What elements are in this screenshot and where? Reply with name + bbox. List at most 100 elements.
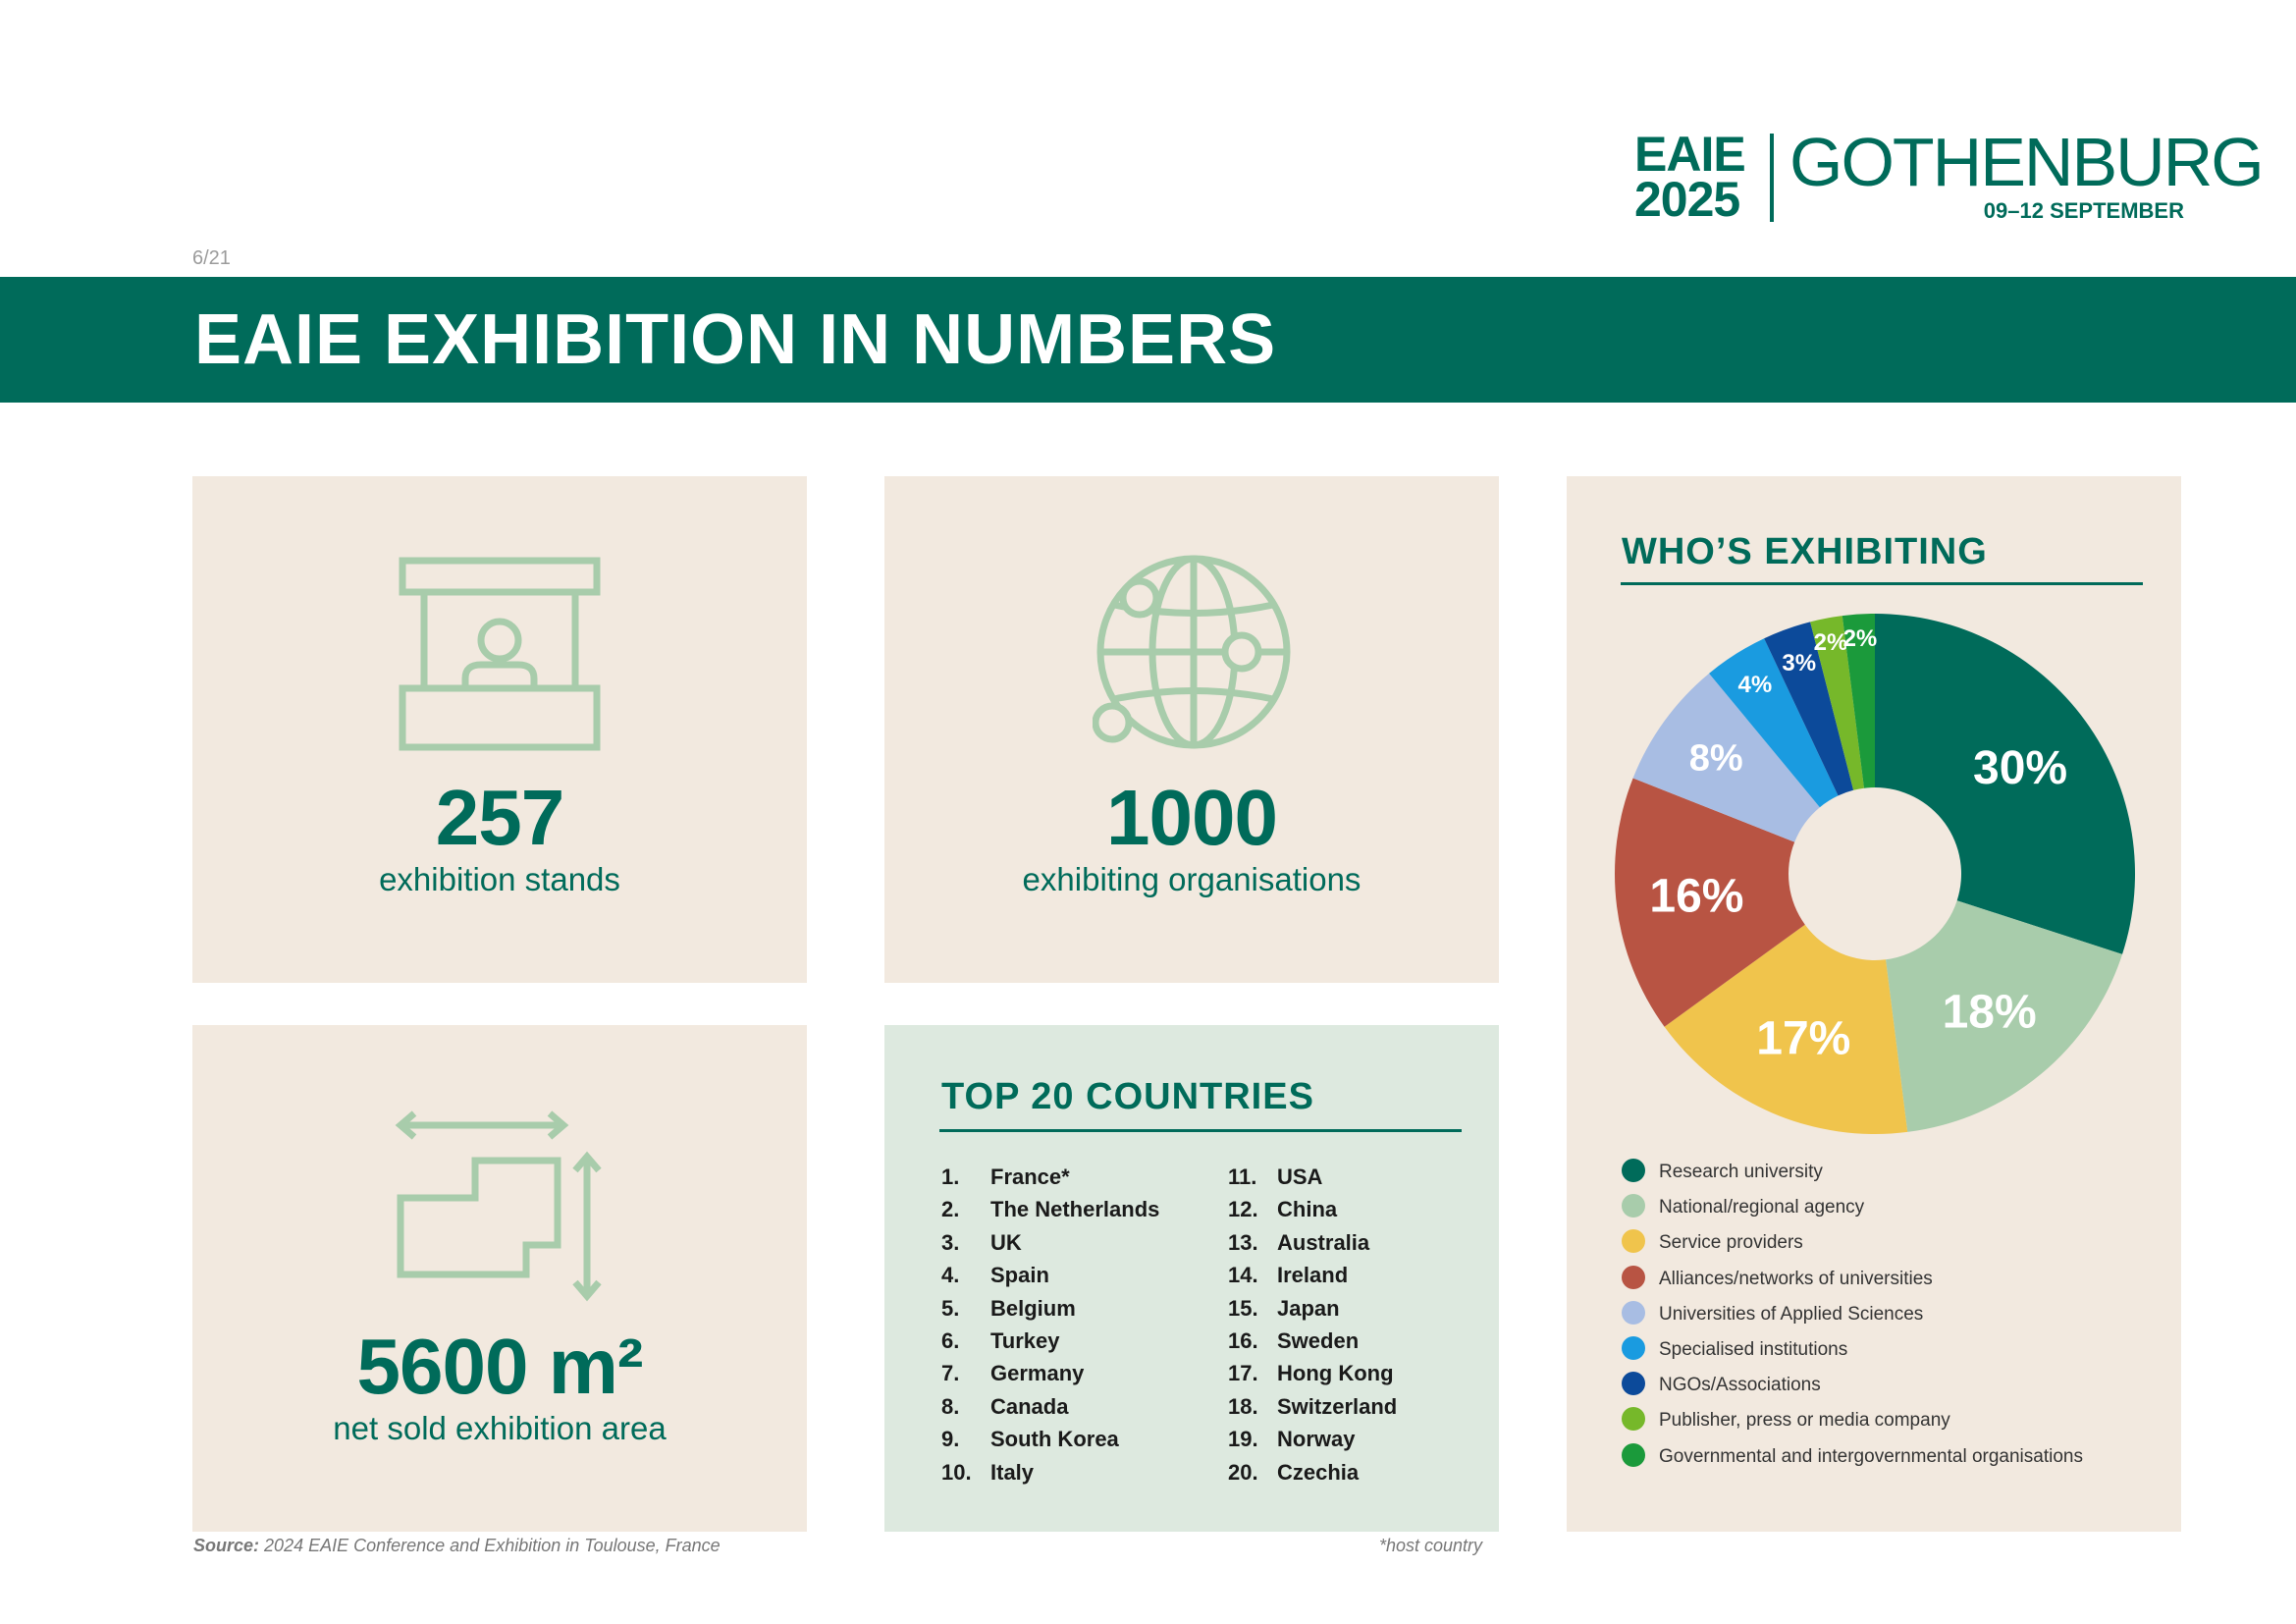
country-item: 12. China bbox=[1228, 1197, 1337, 1222]
legend-item: Service providers bbox=[1622, 1229, 1803, 1255]
legend-item: NGOs/Associations bbox=[1622, 1372, 1821, 1397]
stands-value: 257 bbox=[435, 774, 564, 861]
country-item: 14. Ireland bbox=[1228, 1263, 1348, 1288]
legend-label: Universities of Applied Sciences bbox=[1659, 1303, 1924, 1325]
legend-label: NGOs/Associations bbox=[1659, 1375, 1821, 1396]
country-name: USA bbox=[1277, 1164, 1323, 1189]
country-item: 19. Norway bbox=[1228, 1427, 1355, 1452]
legend-label: Specialised institutions bbox=[1659, 1339, 1848, 1361]
globe-network-icon bbox=[1093, 555, 1291, 749]
country-rank: 16. bbox=[1228, 1328, 1258, 1353]
country-rank: 17. bbox=[1228, 1361, 1258, 1386]
country-rank: 2. bbox=[941, 1197, 960, 1222]
donut-slice bbox=[1842, 614, 1875, 788]
country-item: 2. The Netherlands bbox=[941, 1197, 1159, 1222]
country-name: Australia bbox=[1277, 1229, 1370, 1255]
legend-swatch bbox=[1622, 1300, 1645, 1325]
stands-label: exhibition stands bbox=[379, 861, 620, 897]
country-name: Norway bbox=[1277, 1427, 1356, 1452]
legend-label: Service providers bbox=[1659, 1232, 1803, 1254]
country-item: 8. Canada bbox=[941, 1394, 1068, 1420]
country-name: Belgium bbox=[990, 1295, 1076, 1321]
country-rank: 3. bbox=[941, 1229, 960, 1255]
donut-slice bbox=[1875, 614, 2135, 954]
logo-year: 2025 bbox=[1634, 172, 1740, 227]
country-item: 18. Switzerland bbox=[1228, 1394, 1397, 1420]
donut-slice-label: 8% bbox=[1689, 737, 1743, 779]
country-item: 15. Japan bbox=[1228, 1296, 1340, 1322]
donut-slice bbox=[1886, 900, 2123, 1132]
country-item: 17. Hong Kong bbox=[1228, 1361, 1394, 1386]
legend-swatch bbox=[1622, 1336, 1645, 1360]
organisations-value: 1000 bbox=[1106, 774, 1278, 861]
donut-slice bbox=[1709, 638, 1839, 808]
legend-item: Research university bbox=[1622, 1159, 1823, 1184]
source-text: 2024 EAIE Conference and Exhibition in T… bbox=[264, 1536, 721, 1555]
title-banner: EAIE EXHIBITION IN NUMBERS bbox=[0, 277, 2296, 403]
country-item: 6. Turkey bbox=[941, 1328, 1060, 1354]
floor-area-icon bbox=[395, 1110, 602, 1302]
donut-slice-label: 17% bbox=[1756, 1012, 1850, 1064]
country-name: China bbox=[1277, 1197, 1338, 1222]
country-rank: 6. bbox=[941, 1328, 960, 1353]
exhibition-booth-icon bbox=[399, 557, 601, 751]
legend-swatch bbox=[1622, 1407, 1645, 1432]
country-name: France* bbox=[990, 1164, 1070, 1189]
country-name: Japan bbox=[1277, 1295, 1340, 1321]
area-value: 5600 m² bbox=[356, 1323, 644, 1410]
organisations-card: 1000 exhibiting organisations bbox=[884, 476, 1499, 983]
page-title: EAIE EXHIBITION IN NUMBERS bbox=[194, 300, 1277, 379]
legend-label: Publisher, press or media company bbox=[1659, 1410, 1950, 1432]
legend-item: Publisher, press or media company bbox=[1622, 1407, 1950, 1433]
legend-swatch bbox=[1622, 1229, 1645, 1254]
country-rank: 10. bbox=[941, 1459, 972, 1485]
country-name: Germany bbox=[990, 1361, 1085, 1386]
logo-event: EAIE bbox=[1634, 127, 1746, 182]
legend-item: Universities of Applied Sciences bbox=[1622, 1300, 1924, 1326]
donut-slice-label: 2% bbox=[1814, 629, 1848, 656]
country-rank: 5. bbox=[941, 1295, 960, 1321]
legend-item: National/regional agency bbox=[1622, 1194, 1864, 1219]
country-item: 3. UK bbox=[941, 1230, 1022, 1256]
country-item: 1. France* bbox=[941, 1164, 1070, 1190]
donut-slice bbox=[1615, 778, 1805, 1027]
country-rank: 4. bbox=[941, 1263, 960, 1288]
legend-label: Alliances/networks of universities bbox=[1659, 1268, 1933, 1289]
donut-slice-label: 18% bbox=[1943, 987, 2037, 1039]
source-note: Source: 2024 EAIE Conference and Exhibit… bbox=[193, 1536, 721, 1556]
country-rank: 9. bbox=[941, 1427, 960, 1452]
country-rank: 12. bbox=[1228, 1197, 1258, 1222]
legend-item: Alliances/networks of universities bbox=[1622, 1265, 1933, 1291]
country-rank: 18. bbox=[1228, 1393, 1258, 1419]
logo-divider bbox=[1770, 134, 1774, 222]
top-countries-title: TOP 20 COUNTRIES bbox=[941, 1076, 1314, 1117]
page-number: 6/21 bbox=[192, 247, 231, 269]
country-name: Turkey bbox=[990, 1328, 1060, 1353]
area-label: net sold exhibition area bbox=[333, 1410, 667, 1446]
country-name: Czechia bbox=[1277, 1459, 1360, 1485]
country-name: Ireland bbox=[1277, 1263, 1349, 1288]
chart-title-rule bbox=[1621, 582, 2143, 585]
top-countries-rule bbox=[939, 1129, 1462, 1132]
donut-slice-label: 2% bbox=[1843, 625, 1878, 652]
legend-swatch bbox=[1622, 1442, 1645, 1467]
legend-swatch bbox=[1622, 1194, 1645, 1218]
donut-slice-label: 30% bbox=[1973, 742, 2067, 794]
country-rank: 11. bbox=[1228, 1164, 1257, 1189]
country-name: Sweden bbox=[1277, 1328, 1360, 1353]
country-item: 11. USA bbox=[1228, 1164, 1322, 1190]
country-rank: 8. bbox=[941, 1393, 960, 1419]
country-name: Canada bbox=[990, 1393, 1069, 1419]
country-name: South Korea bbox=[990, 1427, 1119, 1452]
country-rank: 19. bbox=[1228, 1427, 1258, 1452]
country-item: 10. Italy bbox=[941, 1460, 1034, 1486]
host-country-note: *host country bbox=[1379, 1536, 1483, 1555]
source-label: Source: bbox=[193, 1536, 260, 1555]
donut-slice-label: 3% bbox=[1782, 650, 1816, 677]
donut-slice-label: 4% bbox=[1737, 672, 1772, 698]
country-name: Spain bbox=[990, 1263, 1049, 1288]
legend-swatch bbox=[1622, 1372, 1645, 1396]
legend-label: Governmental and intergovernmental organ… bbox=[1659, 1445, 2083, 1467]
country-item: 13. Australia bbox=[1228, 1230, 1369, 1256]
country-item: 20. Czechia bbox=[1228, 1460, 1359, 1486]
